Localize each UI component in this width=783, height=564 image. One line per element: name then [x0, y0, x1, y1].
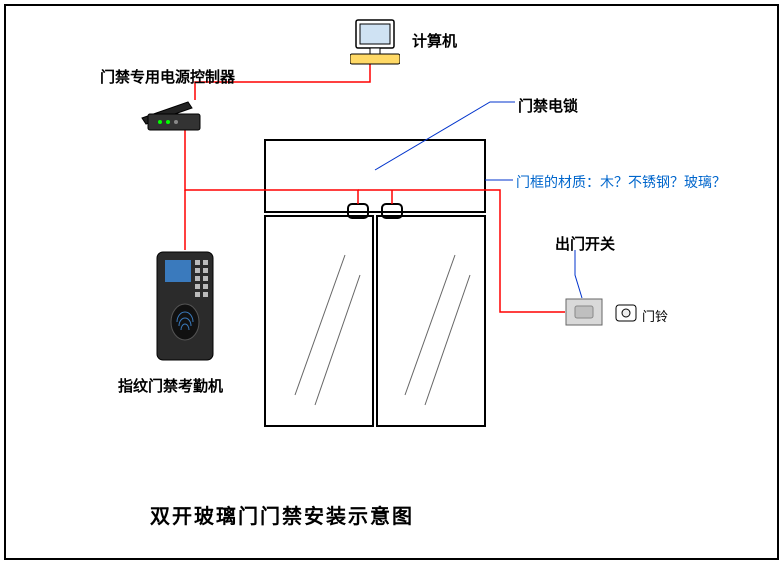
exit-button-label: 出门开关: [555, 233, 615, 254]
doorbell-label: 门铃: [642, 306, 668, 325]
fingerprint-reader-icon: [155, 250, 215, 362]
fingerprint-label: 指纹门禁考勤机: [118, 375, 223, 396]
frame-material-label: 门框的材质：木？不锈钢？玻璃？: [516, 172, 726, 192]
diagram-title: 双开玻璃门门禁安装示意图: [150, 500, 414, 529]
power-controller-label: 门禁专用电源控制器: [100, 66, 235, 87]
computer-label: 计算机: [412, 30, 457, 51]
lock-label: 门禁电锁: [518, 95, 578, 116]
diagram-canvas: 计算机 门禁专用电源控制器 指纹门禁考勤: [0, 0, 783, 564]
computer-icon: [350, 18, 400, 66]
power-controller-icon: [140, 100, 208, 132]
exit-button-icon: [565, 298, 603, 326]
doorbell-icon: [615, 304, 637, 322]
